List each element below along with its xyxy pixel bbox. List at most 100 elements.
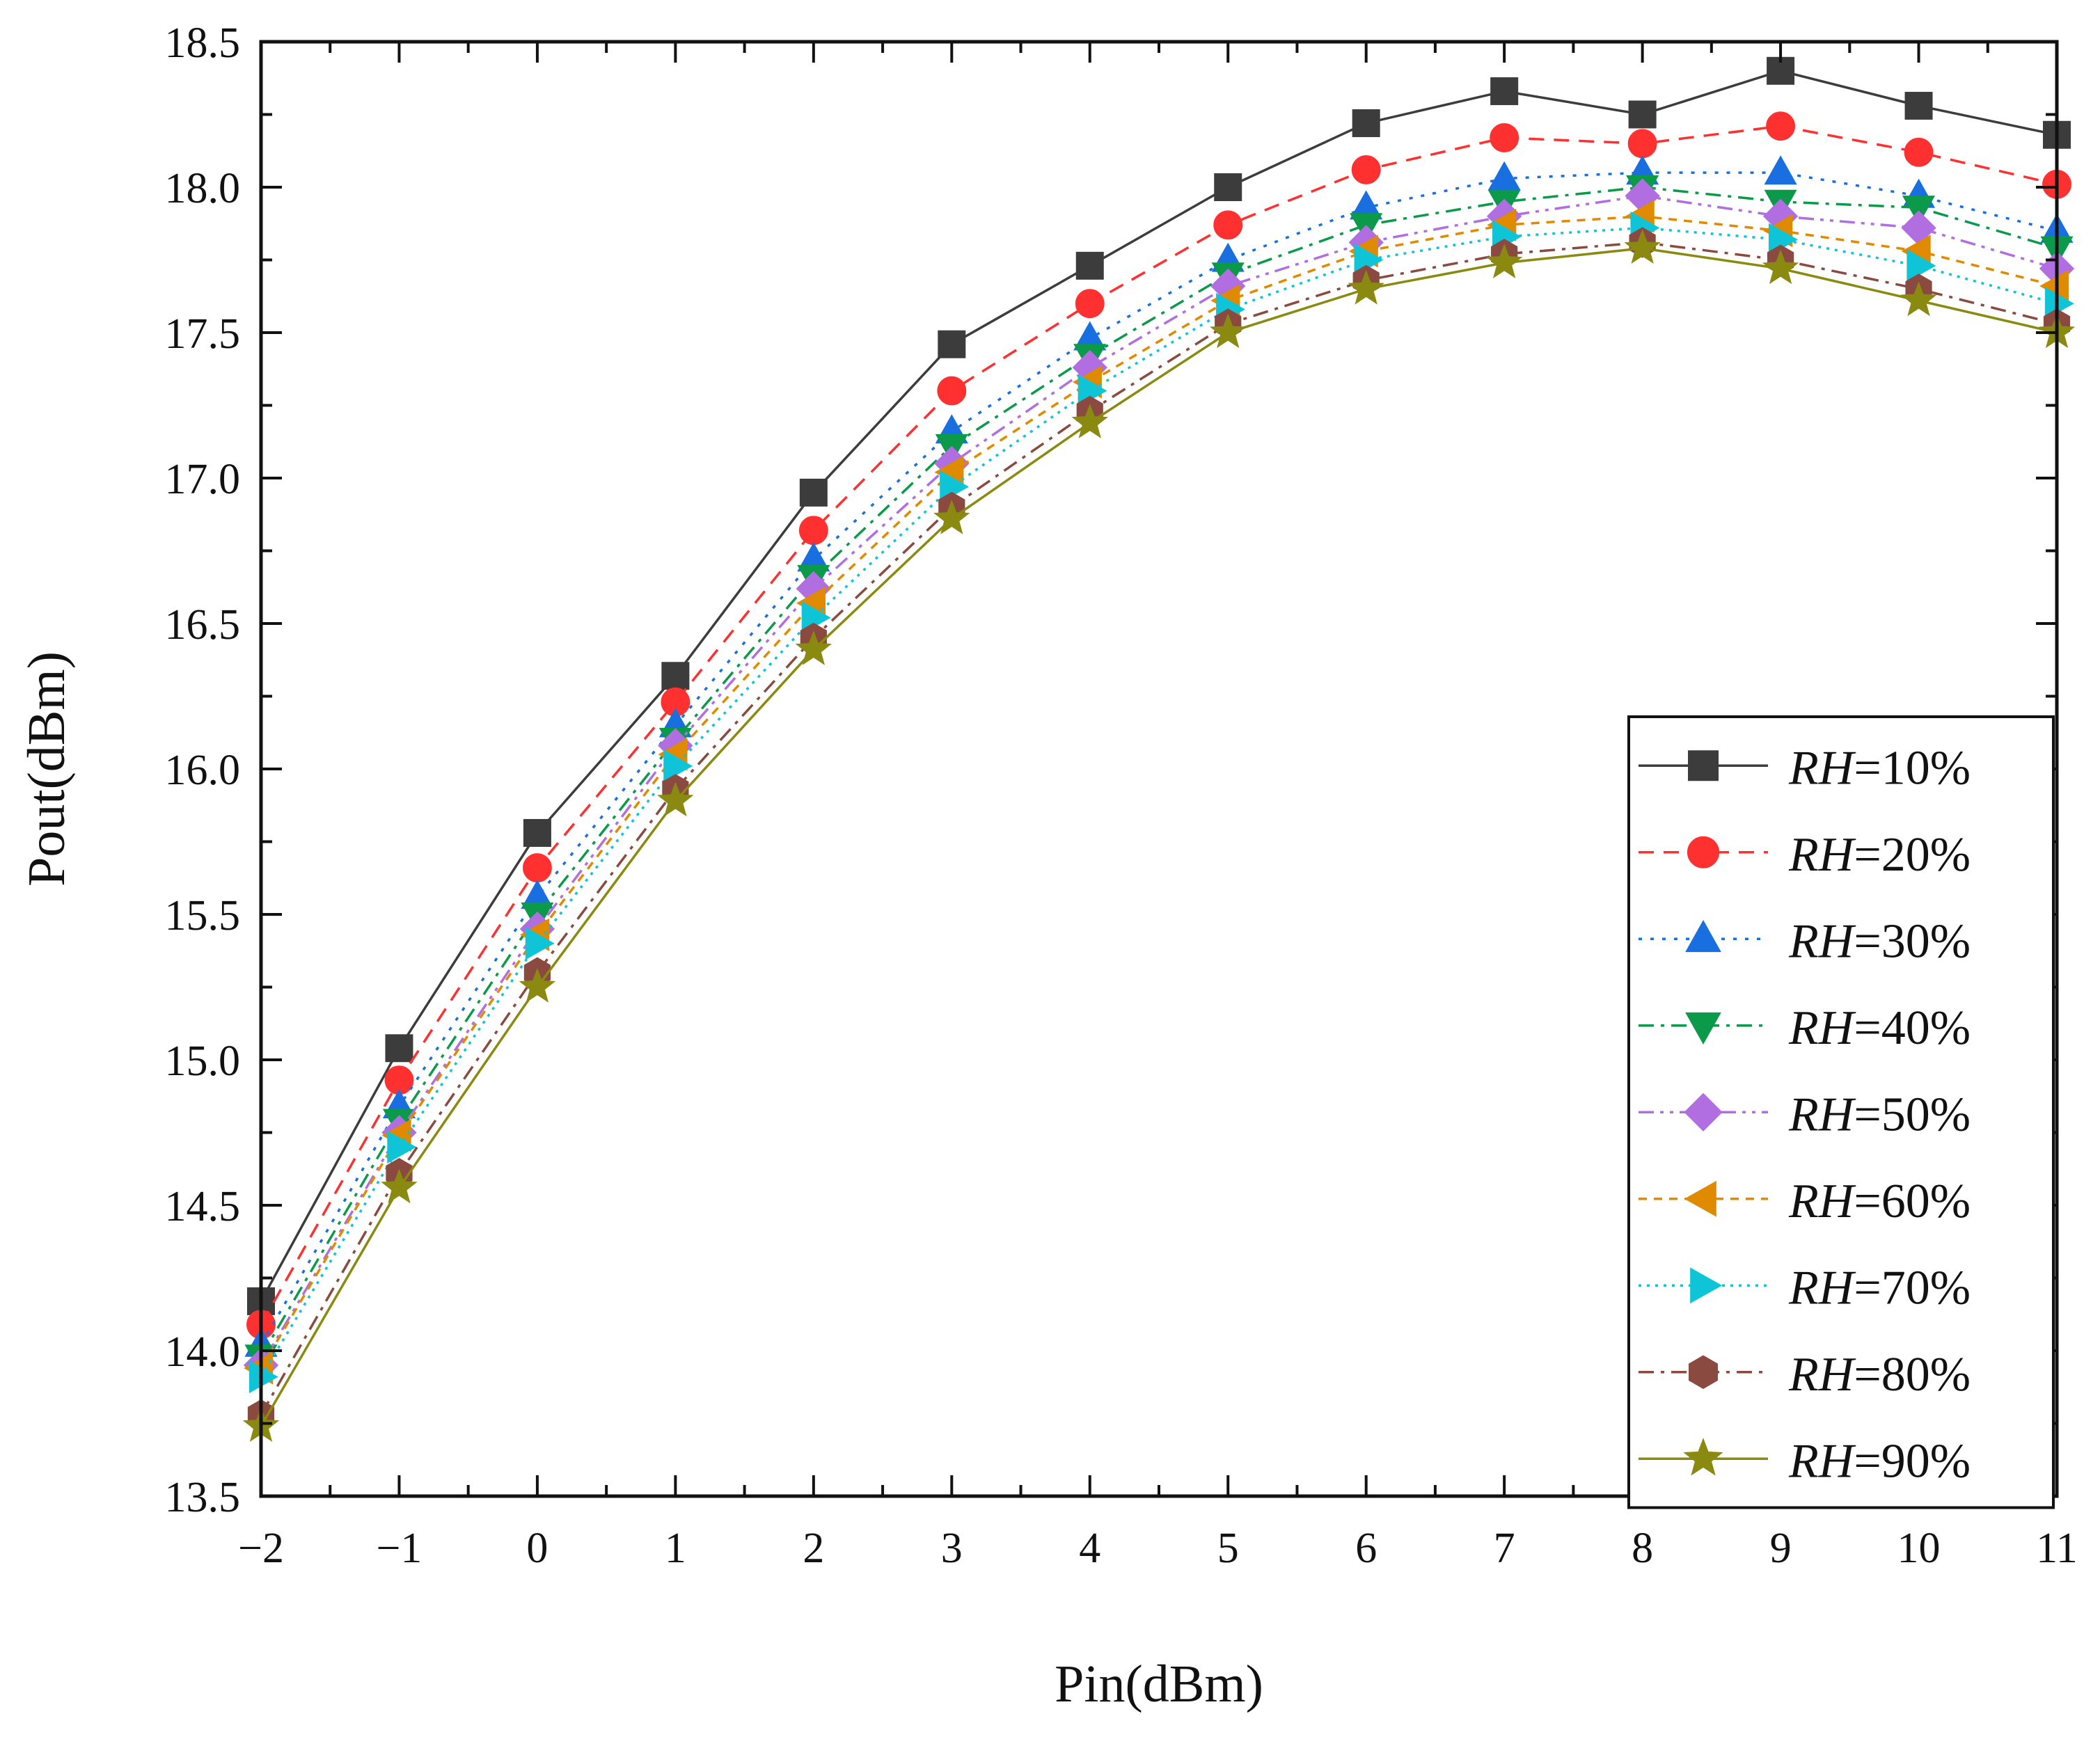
legend-label: RH=50% bbox=[1788, 1088, 1971, 1141]
legend-marker bbox=[1683, 1438, 1723, 1476]
series-line bbox=[260, 125, 2058, 1326]
legend-marker bbox=[1685, 1012, 1721, 1045]
legend-entry: RH=60% bbox=[1639, 1175, 1971, 1228]
y-tick-label: 14.0 bbox=[165, 1328, 241, 1376]
data-point bbox=[938, 330, 966, 358]
data-point bbox=[798, 516, 828, 546]
data-point bbox=[519, 967, 556, 1003]
data-point bbox=[1352, 109, 1380, 138]
legend-label: RH=70% bbox=[1788, 1261, 1971, 1315]
x-tick-label: −2 bbox=[238, 1525, 284, 1572]
y-tick-label: 18.5 bbox=[165, 19, 241, 67]
legend-entry: RH=10% bbox=[1639, 741, 1971, 795]
data-point bbox=[1075, 289, 1105, 319]
y-tick-label: 16.0 bbox=[165, 747, 241, 794]
legend-marker bbox=[1685, 920, 1721, 953]
data-point bbox=[248, 1360, 278, 1394]
y-tick-label: 18.0 bbox=[165, 165, 241, 212]
data-point bbox=[523, 818, 551, 847]
data-point bbox=[657, 781, 694, 817]
data-point bbox=[937, 376, 967, 406]
y-tick-label: 15.5 bbox=[165, 892, 241, 939]
y-tick-label: 13.5 bbox=[165, 1474, 241, 1521]
legend-label: RH=80% bbox=[1788, 1348, 1971, 1401]
x-tick-label: 6 bbox=[1355, 1525, 1377, 1572]
data-point bbox=[1210, 313, 1247, 349]
legend-marker bbox=[1684, 1093, 1723, 1131]
legend-label: RH=20% bbox=[1788, 828, 1971, 882]
series-line bbox=[260, 215, 2058, 1369]
series-line bbox=[260, 186, 2058, 1358]
legend: RH=10% RH=20% RH=30% RH=40% RH=50% RH=60% RH=7… bbox=[1627, 715, 2055, 1509]
data-point bbox=[1214, 173, 1242, 201]
legend-label: RH=60% bbox=[1788, 1175, 1971, 1228]
data-point bbox=[1071, 404, 1108, 438]
x-tick-label: 10 bbox=[1897, 1525, 1941, 1572]
data-point bbox=[1627, 129, 1657, 159]
series-line bbox=[260, 226, 2058, 1378]
data-point bbox=[1900, 281, 1937, 317]
data-point bbox=[1764, 155, 1797, 185]
legend-entry: RH=80% bbox=[1639, 1348, 1971, 1401]
data-point bbox=[1351, 154, 1381, 184]
legend-label: RH=40% bbox=[1788, 1001, 1971, 1055]
data-point bbox=[1490, 77, 1519, 106]
x-tick-label: 4 bbox=[1079, 1525, 1100, 1572]
x-tick-label: 7 bbox=[1494, 1525, 1515, 1572]
series-line bbox=[260, 171, 2058, 1346]
data-point bbox=[525, 927, 555, 960]
data-point bbox=[1904, 137, 1934, 167]
legend-entry: RH=70% bbox=[1639, 1261, 1971, 1315]
legend-marker bbox=[1684, 1180, 1716, 1217]
y-tick-label: 15.0 bbox=[165, 1038, 241, 1085]
y-tick-label: 17.5 bbox=[165, 310, 241, 358]
data-point bbox=[1904, 91, 1933, 120]
legend-marker bbox=[1690, 1267, 1723, 1304]
x-tick-label: −1 bbox=[376, 1525, 422, 1572]
series-line bbox=[260, 247, 2058, 1427]
x-tick-label: 3 bbox=[941, 1525, 963, 1572]
legend-marker bbox=[1688, 1355, 1719, 1390]
data-point bbox=[933, 499, 970, 534]
data-point bbox=[1490, 122, 1519, 152]
x-tick-label: 8 bbox=[1632, 1525, 1653, 1572]
data-point bbox=[1902, 196, 1936, 225]
data-point bbox=[799, 478, 828, 507]
y-tick-label: 16.5 bbox=[165, 601, 241, 649]
data-point bbox=[1624, 229, 1661, 264]
x-axis-title: Pin(dBm) bbox=[1055, 1655, 1263, 1713]
x-tick-label: 0 bbox=[526, 1525, 548, 1572]
data-point bbox=[1075, 251, 1104, 280]
legend-label: RH=30% bbox=[1788, 914, 1971, 968]
data-point bbox=[1213, 210, 1243, 240]
data-point bbox=[1766, 111, 1796, 141]
data-point bbox=[1348, 269, 1384, 305]
series-line bbox=[260, 241, 2058, 1415]
legend-entry: RH=50% bbox=[1639, 1088, 1971, 1141]
legend-marker bbox=[1687, 836, 1720, 868]
x-tick-label: 1 bbox=[665, 1525, 686, 1572]
data-point bbox=[1762, 249, 1799, 285]
data-point bbox=[1485, 244, 1523, 278]
y-tick-label: 14.5 bbox=[165, 1183, 241, 1230]
x-tick-label: 2 bbox=[803, 1525, 824, 1572]
y-tick-label: 17.0 bbox=[165, 456, 241, 503]
y-axis-title: Pout(dBm) bbox=[17, 651, 76, 887]
series-layer bbox=[242, 56, 2076, 1442]
series-line bbox=[260, 69, 2058, 1302]
legend-label: RH=10% bbox=[1788, 741, 1971, 795]
data-point bbox=[387, 1130, 417, 1164]
data-point bbox=[663, 749, 693, 783]
series-9 bbox=[242, 229, 2076, 1442]
data-point bbox=[381, 1168, 418, 1204]
axes-layer: −2 −1 0 1 2 3 4 5 6 7 8 9 10 11 13.5 14.0 14.5 15.0 15.5 16… bbox=[165, 19, 2078, 1572]
data-point bbox=[661, 662, 690, 690]
data-point bbox=[1906, 249, 1936, 283]
x-tick-label: 11 bbox=[2036, 1525, 2078, 1572]
legend-label: RH=90% bbox=[1788, 1434, 1971, 1488]
data-point bbox=[1628, 100, 1657, 129]
x-tick-label: 5 bbox=[1217, 1525, 1239, 1572]
legend-entry: RH=20% bbox=[1639, 828, 1971, 882]
legend-entry: RH=90% bbox=[1639, 1434, 1971, 1488]
